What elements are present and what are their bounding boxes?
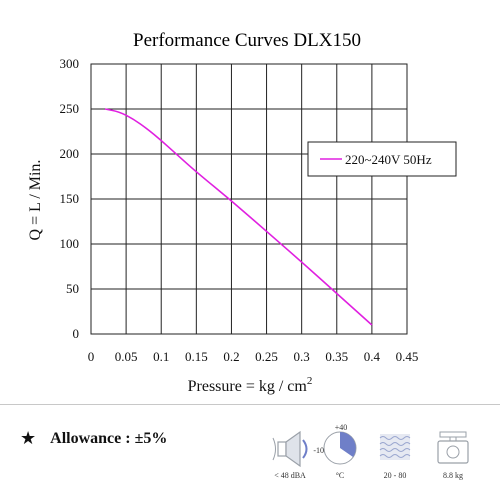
legend-label: 220~240V 50Hz: [345, 152, 432, 167]
spec-icons: < 48 dBA +40 -10 °C 20 - 80 8.8 kg: [272, 423, 469, 480]
series-line: [104, 108, 373, 326]
humidity-icon: 20 - 80: [379, 434, 411, 480]
temperature-max: +40: [335, 423, 348, 432]
chart-title: Performance Curves DLX150: [133, 30, 361, 51]
y-tick-label: 200: [60, 146, 80, 161]
weight-caption: 8.8 kg: [443, 471, 463, 480]
legend: 220~240V 50Hz: [307, 141, 457, 177]
x-tick-label: 0.1: [153, 349, 169, 364]
x-tick-label: 0.15: [185, 349, 208, 364]
y-tick-label: 0: [73, 326, 80, 341]
y-tick-label: 300: [60, 56, 80, 71]
allowance-note: ★ Allowance : ±5%: [20, 428, 167, 449]
footer-divider: [0, 404, 500, 405]
chart-grid: [90, 63, 408, 335]
temperature-min: -10: [313, 446, 324, 455]
performance-chart: Performance Curves DLX150 0 50 100 150 200 25…: [27, 30, 457, 395]
temperature-caption: °C: [336, 471, 345, 480]
y-tick-label: 250: [60, 101, 80, 116]
y-tick-labels: 0 50 100 150 200 250 300: [60, 56, 80, 341]
y-tick-label: 50: [66, 281, 79, 296]
x-tick-label: 0: [88, 349, 95, 364]
y-tick-label: 150: [60, 191, 80, 206]
x-tick-label: 0.2: [223, 349, 239, 364]
x-tick-label: 0.3: [294, 349, 310, 364]
x-axis-label-superscript: 2: [307, 375, 313, 387]
allowance-text: Allowance : ±5%: [50, 429, 168, 447]
scale-weight-icon: 8.8 kg: [437, 431, 469, 480]
x-axis-label-text: Pressure = kg / cm: [188, 378, 308, 395]
noise-caption: < 48 dBA: [274, 471, 306, 480]
series-lines: [104, 108, 373, 326]
x-tick-label: 0.45: [396, 349, 419, 364]
x-tick-label: 0.25: [255, 349, 278, 364]
x-axis-label: Pressure = kg / cm2: [188, 375, 313, 395]
x-tick-label: 0.4: [364, 349, 381, 364]
x-tick-label: 0.35: [325, 349, 348, 364]
x-tick-label: 0.05: [115, 349, 138, 364]
temperature-range-icon: +40 -10 °C: [313, 423, 357, 480]
speaker-icon: < 48 dBA: [272, 430, 308, 480]
y-axis-label: Q = L / Min.: [27, 160, 44, 241]
x-tick-labels: 0 0.05 0.1 0.15 0.2 0.25 0.3 0.35 0.4 0.45: [88, 349, 419, 364]
star-icon: ★: [20, 428, 37, 448]
y-tick-label: 100: [60, 236, 80, 251]
humidity-caption: 20 - 80: [384, 471, 407, 480]
